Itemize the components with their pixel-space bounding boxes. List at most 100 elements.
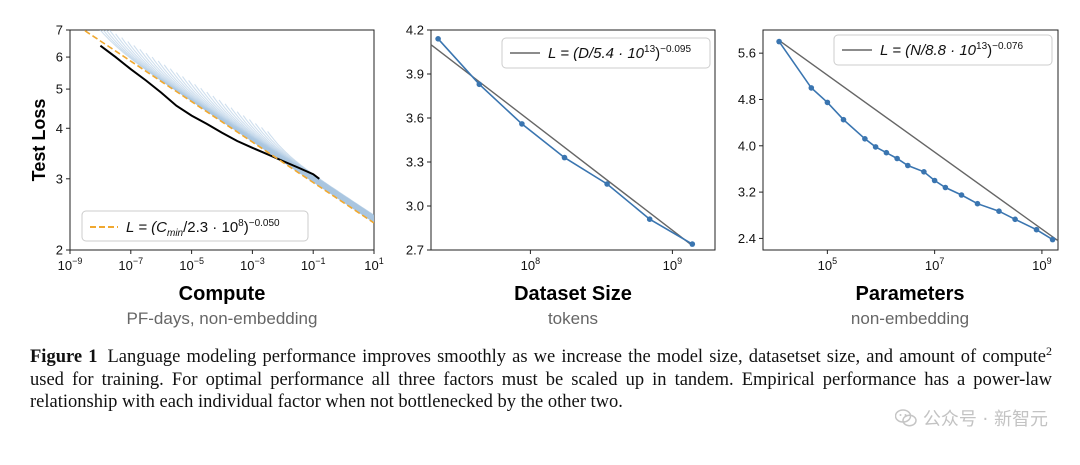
compute-x-ticks: 10−9 10−7 10−5 10−3 10−1 101: [58, 250, 384, 273]
compute-x-tick-label: 10−9: [58, 256, 83, 273]
compute-training-run-curve: [242, 115, 374, 218]
caption-label: Figure 1: [30, 347, 98, 367]
parameters-x-tick-label: 105: [818, 256, 837, 273]
dataset-title: Dataset Size: [514, 283, 632, 305]
dataset-plot-area: [430, 36, 696, 247]
compute-training-run-curve: [248, 119, 374, 217]
parameters-y-tick-label: 5.6: [738, 46, 756, 61]
parameters-x-ticks: 105 107 109: [818, 250, 1052, 273]
dataset-panel: 108 109 2.7 3.0 3.3 3.6 3.9 4.2 L = (D/5.4 · 1…: [406, 23, 716, 328]
dataset-y-tick-label: 3.9: [406, 67, 424, 82]
parameters-data-point: [1049, 236, 1056, 243]
compute-frontier-line: [99, 44, 320, 180]
dataset-series-line: [437, 38, 693, 245]
dataset-x-ticks: 108 109: [521, 250, 682, 273]
parameters-data-point: [883, 149, 890, 156]
dataset-y-ticks: 2.7 3.0 3.3 3.6 3.9 4.2: [406, 23, 431, 258]
parameters-plot-frame: [762, 29, 1059, 251]
caption-footnote-marker[interactable]: 2: [1045, 343, 1052, 358]
parameters-data-point: [974, 200, 981, 207]
parameters-data-point: [872, 144, 879, 150]
parameters-panel: 105 107 109 2.4 3.2 4.0 4.8 5.6 L = (N/8.8 · 1…: [738, 29, 1059, 328]
compute-training-run-curve: [261, 127, 374, 217]
parameters-data-point: [942, 184, 949, 191]
compute-x-tick-label: 10−3: [240, 256, 265, 273]
parameters-data-point: [776, 38, 782, 45]
parameters-subtitle: non-embedding: [851, 309, 969, 328]
parameters-series-line: [778, 41, 1054, 241]
parameters-y-tick-label: 4.8: [738, 92, 756, 107]
dataset-legend-label: L = (D/5.4 · 1013)−0.095: [548, 44, 691, 62]
figure-1: 10−9 10−7 10−5 10−3 10−1 101 2 3 4 5 6 7 L = (Cmin…: [29, 23, 1059, 329]
compute-legend: L = (Cmin/2.3 · 108)−0.050: [81, 210, 309, 242]
compute-training-run-curve: [254, 123, 374, 217]
parameters-data-point: [931, 177, 938, 184]
compute-y-tick-label: 4: [56, 121, 63, 136]
dataset-data-point: [435, 36, 441, 42]
dataset-data-point: [689, 241, 696, 247]
parameters-y-tick-label: 3.2: [738, 185, 756, 200]
dataset-data-point: [561, 154, 568, 161]
parameters-title: Parameters: [856, 283, 965, 305]
dataset-y-tick-label: 2.7: [406, 243, 424, 258]
compute-fit-line: [82, 30, 374, 224]
parameters-data-point: [996, 208, 1002, 214]
parameters-plot-area: [776, 38, 1059, 243]
parameters-y-ticks: 2.4 3.2 4.0 4.8 5.6: [738, 46, 763, 246]
dataset-legend: L = (D/5.4 · 1013)−0.095: [501, 37, 711, 69]
dataset-data-point: [519, 121, 525, 127]
dataset-y-tick-label: 4.2: [406, 23, 424, 38]
dataset-data-point: [646, 216, 653, 222]
dataset-y-tick-label: 3.0: [406, 199, 424, 214]
compute-subtitle: PF-days, non-embedding: [127, 309, 318, 328]
compute-training-run-curve: [267, 131, 374, 216]
parameters-data-point: [921, 169, 927, 175]
parameters-y-tick-label: 2.4: [738, 231, 756, 246]
parameters-data-point: [958, 192, 965, 198]
dataset-x-tick-label: 108: [521, 256, 540, 273]
parameters-data-point: [905, 162, 911, 169]
compute-y-tick-label: 3: [56, 171, 63, 186]
compute-plot-frame: [69, 29, 375, 251]
parameters-data-point: [824, 99, 831, 106]
caption-text-a: Language modeling performance improves s…: [107, 347, 1046, 367]
compute-y-axis-label: Test Loss: [29, 99, 49, 182]
compute-y-tick-label: 5: [56, 82, 63, 97]
compute-title: Compute: [179, 283, 266, 305]
watermark-text: 公众号 · 新智元: [922, 409, 1048, 430]
parameters-legend-label: L = (N/8.8 · 1013)−0.076: [880, 41, 1023, 59]
dataset-data-point: [476, 81, 483, 88]
compute-y-tick-label: 7: [56, 23, 63, 38]
caption-text-b: used for training. For optimal performan…: [30, 369, 1052, 413]
parameters-fit-line: [778, 39, 1059, 242]
dataset-subtitle: tokens: [548, 309, 598, 328]
parameters-data-point: [808, 85, 815, 91]
parameters-data-point: [1012, 216, 1018, 223]
compute-plot-area: [82, 30, 374, 224]
dataset-plot-frame: [430, 29, 716, 251]
compute-x-tick-label: 10−5: [179, 256, 204, 273]
compute-legend-label: L = (Cmin/2.3 · 108)−0.050: [126, 218, 280, 239]
dataset-x-tick-label: 109: [663, 256, 682, 273]
parameters-x-tick-label: 109: [1032, 256, 1051, 273]
compute-x-tick-label: 101: [364, 256, 383, 273]
dataset-y-tick-label: 3.6: [406, 111, 424, 126]
dataset-data-point: [604, 181, 610, 187]
watermark: 公众号 · 新智元: [894, 405, 1048, 431]
dataset-y-tick-label: 3.3: [406, 155, 424, 170]
compute-x-tick-label: 10−1: [301, 256, 326, 273]
compute-y-tick-label: 2: [56, 243, 63, 258]
wechat-icon: [894, 409, 917, 427]
parameters-data-point: [840, 116, 847, 123]
compute-y-tick-label: 6: [56, 50, 63, 65]
compute-y-ticks: 2 3 4 5 6 7: [56, 23, 70, 258]
compute-x-tick-label: 10−7: [118, 256, 143, 273]
parameters-data-point: [894, 155, 900, 162]
parameters-x-tick-label: 107: [925, 256, 944, 273]
parameters-data-point: [1033, 226, 1040, 233]
parameters-y-tick-label: 4.0: [738, 138, 756, 153]
compute-panel: 10−9 10−7 10−5 10−3 10−1 101 2 3 4 5 6 7 L = (Cmin…: [29, 23, 384, 329]
figure-caption: Figure 1 Language modeling performance im…: [30, 343, 1052, 414]
parameters-data-point: [862, 136, 868, 142]
parameters-legend: L = (N/8.8 · 1013)−0.076: [833, 34, 1053, 66]
